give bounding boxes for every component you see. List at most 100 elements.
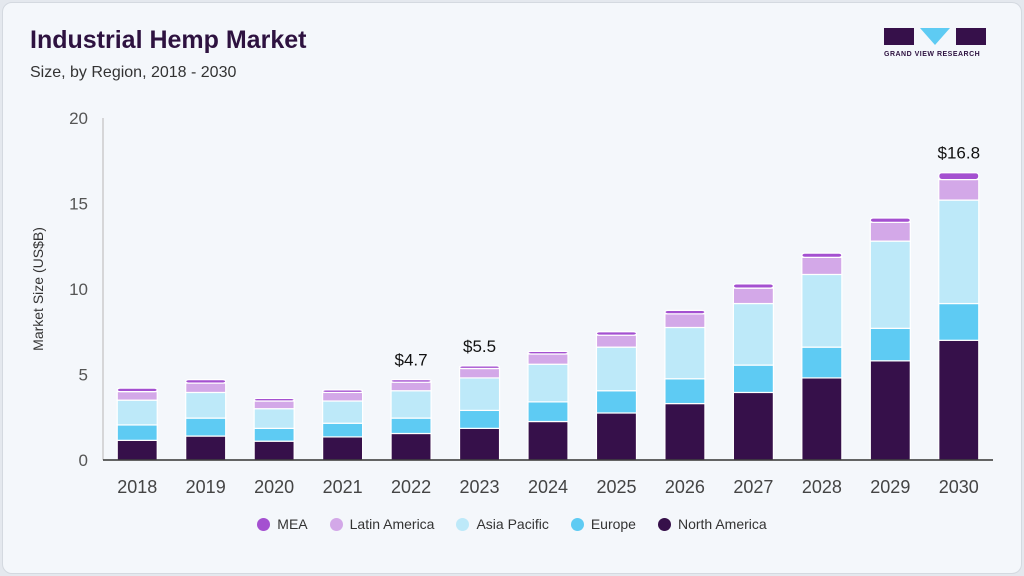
bar-segment-mea — [938, 172, 980, 181]
bar-segment-asia-pacific — [458, 377, 501, 412]
legend-item: Latin America — [329, 516, 435, 532]
bar-segment-north-america — [322, 436, 364, 461]
bar-segment-asia-pacific — [801, 273, 843, 348]
bar-segment-mea — [390, 379, 432, 383]
bar-segment-latin-america — [732, 287, 774, 305]
bar-segment-latin-america — [390, 381, 432, 392]
bar-segment-mea — [595, 331, 638, 336]
y-tick-label: 5 — [79, 366, 88, 385]
bar-segment-asia-pacific — [253, 408, 295, 429]
bar-segment-europe — [116, 424, 158, 441]
bar-segment-mea — [116, 387, 158, 393]
bar-segment-north-america — [458, 427, 501, 461]
legend-swatch — [257, 517, 271, 531]
legend-item: MEA — [257, 516, 308, 532]
legend-item: Europe — [570, 516, 636, 532]
y-tick-label: 10 — [69, 280, 88, 299]
bar-segment-latin-america — [527, 353, 569, 365]
bar-segment-europe — [390, 417, 432, 435]
bar-segment-asia-pacific — [869, 240, 911, 329]
bar-segment-north-america — [390, 432, 432, 461]
x-tick-label: 2028 — [802, 477, 842, 497]
x-tick-label: 2018 — [117, 477, 157, 497]
legend-label: Latin America — [349, 516, 435, 532]
bar-segment-asia-pacific — [938, 199, 980, 305]
bar-segment-north-america — [595, 412, 638, 461]
legend: MEA Latin America Asia Pacific Europe North … — [0, 516, 1024, 532]
bar-segment-north-america — [185, 435, 227, 461]
chart-subtitle: Size, by Region, 2018 - 2030 — [30, 64, 237, 81]
x-tick-label: 2020 — [254, 477, 294, 497]
legend-swatch — [570, 517, 584, 531]
legend-item: North America — [657, 516, 767, 532]
x-tick-label: 2026 — [665, 477, 705, 497]
bar-segment-latin-america — [185, 382, 227, 394]
bar-segment-asia-pacific — [116, 399, 158, 426]
x-tick-label: 2027 — [733, 477, 773, 497]
legend-label: North America — [677, 516, 767, 532]
bar-segment-north-america — [801, 377, 843, 461]
bar-segment-asia-pacific — [322, 400, 364, 424]
logo-text: GRAND VIEW RESEARCH — [884, 51, 981, 58]
legend-label: Asia Pacific — [476, 516, 549, 532]
bar-segment-mea — [185, 379, 227, 384]
chart-title: Industrial Hemp Market — [30, 26, 307, 54]
bar-segment-asia-pacific — [390, 390, 432, 419]
bar-segment-europe — [664, 378, 706, 405]
x-tick-label: 2023 — [460, 477, 500, 497]
bar-segment-europe — [732, 364, 774, 394]
legend-swatch — [456, 517, 470, 531]
bar-segment-mea — [253, 397, 295, 402]
bar-segment-mea — [801, 252, 843, 258]
y-axis-label: Market Size (US$B) — [30, 227, 46, 351]
bar-segment-asia-pacific — [664, 326, 706, 380]
bar-segment-north-america — [869, 360, 911, 461]
bar-segment-europe — [322, 422, 364, 438]
bar-segment-europe — [595, 390, 638, 414]
bar-segment-latin-america — [253, 400, 295, 410]
bar-segment-north-america — [732, 391, 774, 461]
legend-label: Europe — [590, 516, 636, 532]
y-tick-label: 15 — [69, 195, 88, 214]
data-label: $5.5 — [463, 337, 496, 356]
bar-segment-north-america — [527, 420, 569, 461]
bar-segment-latin-america — [458, 367, 501, 379]
bar-segment-mea — [527, 350, 569, 355]
grand-view-research-logo — [884, 28, 986, 45]
bar-segment-north-america — [664, 402, 706, 461]
bar-segment-latin-america — [322, 391, 364, 402]
bar-segment-north-america — [116, 439, 158, 461]
bar-segment-latin-america — [116, 391, 158, 401]
bar-segment-north-america — [938, 339, 980, 461]
x-tick-label: 2022 — [391, 477, 431, 497]
legend-swatch — [657, 517, 671, 531]
x-tick-label: 2030 — [939, 477, 979, 497]
bar-segment-asia-pacific — [185, 391, 227, 419]
bar-segment-europe — [801, 346, 843, 379]
bar-segment-mea — [664, 309, 706, 315]
bar-segment-mea — [869, 217, 911, 223]
bar-segment-europe — [458, 409, 501, 429]
bar-segment-europe — [938, 302, 980, 341]
bar-segment-latin-america — [595, 334, 638, 348]
legend-swatch — [329, 517, 343, 531]
bar-segment-europe — [253, 427, 295, 442]
x-tick-label: 2025 — [596, 477, 636, 497]
bar-segment-mea — [322, 389, 364, 394]
bar-segment-latin-america — [664, 313, 706, 329]
legend-label: MEA — [277, 516, 308, 532]
bar-segment-north-america — [253, 440, 295, 461]
bar-segment-latin-america — [801, 256, 843, 276]
legend-item: Asia Pacific — [456, 516, 549, 532]
x-tick-label: 2029 — [870, 477, 910, 497]
bar-segment-mea — [732, 283, 774, 289]
x-tick-label: 2024 — [528, 477, 568, 497]
bar-segment-latin-america — [938, 178, 980, 201]
x-tick-label: 2021 — [323, 477, 363, 497]
bar-segment-latin-america — [869, 221, 911, 242]
bar-segment-europe — [185, 417, 227, 437]
bar-segment-europe — [869, 327, 911, 362]
bar-segment-mea — [458, 365, 501, 370]
